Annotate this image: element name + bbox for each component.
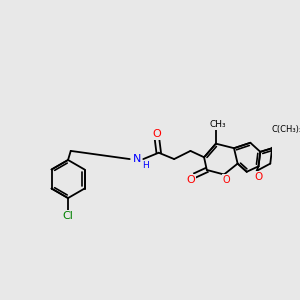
Text: H: H [142, 161, 148, 170]
Text: N: N [133, 154, 141, 164]
Text: C(CH₃)₃: C(CH₃)₃ [272, 124, 300, 134]
Text: O: O [186, 175, 195, 185]
Text: CH₃: CH₃ [209, 120, 226, 129]
Text: Cl: Cl [63, 211, 74, 221]
Text: O: O [223, 175, 231, 185]
Text: O: O [152, 129, 161, 139]
Text: O: O [254, 172, 262, 182]
